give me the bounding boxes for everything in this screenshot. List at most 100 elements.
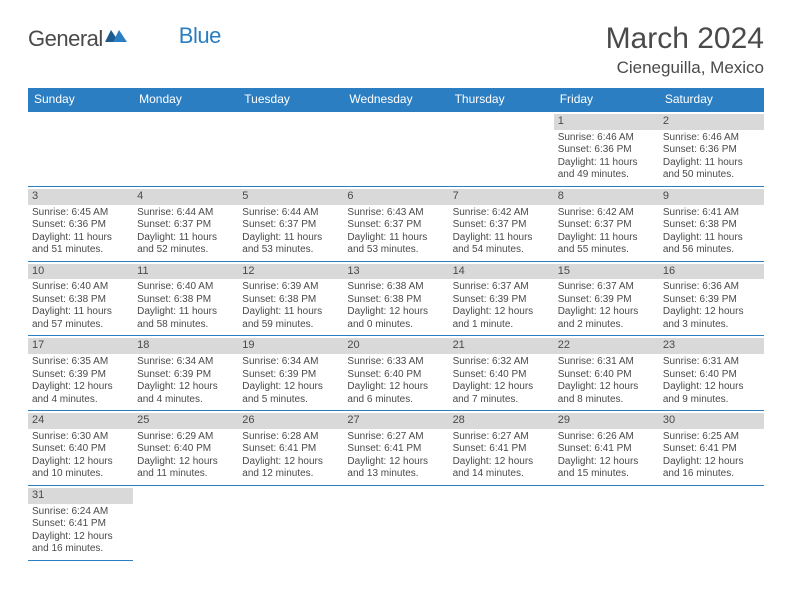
- calendar-cell: 24Sunrise: 6:30 AMSunset: 6:40 PMDayligh…: [28, 411, 133, 486]
- day-content: Sunrise: 6:32 AMSunset: 6:40 PMDaylight:…: [453, 356, 550, 406]
- daylight-text: Daylight: 12 hours and 6 minutes.: [347, 381, 444, 406]
- daylight-text: Daylight: 11 hours and 52 minutes.: [137, 232, 234, 257]
- calendar-cell: 21 Sunrise: 6:32 AMSunset: 6:40 PMDayligh…: [449, 336, 554, 411]
- logo-text-general: General: [28, 26, 103, 52]
- calendar-cell: [449, 485, 554, 560]
- sunrise-text: Sunrise: 6:45 AM: [32, 207, 129, 220]
- sunrise-text: Sunrise: 6:27 AM: [347, 431, 444, 444]
- weekday-header: Tuesday: [238, 88, 343, 111]
- daylight-text: Daylight: 12 hours and 16 minutes.: [32, 531, 129, 556]
- flag-icon: [105, 28, 131, 51]
- sunset-text: Sunset: 6:38 PM: [663, 219, 760, 232]
- sunset-text: Sunset: 6:41 PM: [453, 443, 550, 456]
- sunset-text: Sunset: 6:38 PM: [347, 294, 444, 307]
- sunset-text: Sunset: 6:37 PM: [558, 219, 655, 232]
- day-content: Sunrise: 6:46 AMSunset: 6:36 PMDaylight:…: [663, 132, 760, 182]
- calendar-row: 24Sunrise: 6:30 AMSunset: 6:40 PMDayligh…: [28, 411, 764, 486]
- calendar-cell: 18 Sunrise: 6:34 AMSunset: 6:39 PMDayligh…: [133, 336, 238, 411]
- sunset-text: Sunset: 6:41 PM: [242, 443, 339, 456]
- page-title: March 2024: [606, 22, 764, 56]
- day-content: Sunrise: 6:41 AMSunset: 6:38 PMDaylight:…: [663, 207, 760, 257]
- daylight-text: Daylight: 12 hours and 8 minutes.: [558, 381, 655, 406]
- day-number: 18: [133, 338, 238, 354]
- weekday-header: Saturday: [659, 88, 764, 111]
- day-number: 14: [449, 264, 554, 280]
- logo-text-blue: Blue: [179, 23, 221, 49]
- day-content: Sunrise: 6:34 AMSunset: 6:39 PMDaylight:…: [137, 356, 234, 406]
- sunset-text: Sunset: 6:39 PM: [453, 294, 550, 307]
- daylight-text: Daylight: 11 hours and 50 minutes.: [663, 157, 760, 182]
- daylight-text: Daylight: 11 hours and 54 minutes.: [453, 232, 550, 257]
- sunset-text: Sunset: 6:41 PM: [347, 443, 444, 456]
- day-content: Sunrise: 6:39 AMSunset: 6:38 PMDaylight:…: [242, 281, 339, 331]
- day-content: Sunrise: 6:31 AMSunset: 6:40 PMDaylight:…: [663, 356, 760, 406]
- day-number: 11: [133, 264, 238, 280]
- calendar-cell: 23 Sunrise: 6:31 AMSunset: 6:40 PMDayligh…: [659, 336, 764, 411]
- calendar-cell: [554, 485, 659, 560]
- day-content: Sunrise: 6:42 AMSunset: 6:37 PMDaylight:…: [453, 207, 550, 257]
- day-content: Sunrise: 6:27 AMSunset: 6:41 PMDaylight:…: [453, 431, 550, 481]
- sunrise-text: Sunrise: 6:44 AM: [137, 207, 234, 220]
- day-number: 23: [659, 338, 764, 354]
- calendar-cell: 25 Sunrise: 6:29 AMSunset: 6:40 PMDayligh…: [133, 411, 238, 486]
- day-content: Sunrise: 6:34 AMSunset: 6:39 PMDaylight:…: [242, 356, 339, 406]
- daylight-text: Daylight: 12 hours and 16 minutes.: [663, 456, 760, 481]
- day-number: 21: [449, 338, 554, 354]
- sunset-text: Sunset: 6:36 PM: [558, 144, 655, 157]
- day-content: Sunrise: 6:46 AMSunset: 6:36 PMDaylight:…: [558, 132, 655, 182]
- daylight-text: Daylight: 12 hours and 4 minutes.: [137, 381, 234, 406]
- calendar-cell: 7 Sunrise: 6:42 AMSunset: 6:37 PMDaylight…: [449, 186, 554, 261]
- calendar-row: 3Sunrise: 6:45 AMSunset: 6:36 PMDaylight…: [28, 186, 764, 261]
- day-number: 3: [28, 189, 133, 205]
- day-content: Sunrise: 6:35 AMSunset: 6:39 PMDaylight:…: [32, 356, 129, 406]
- sunset-text: Sunset: 6:39 PM: [663, 294, 760, 307]
- sunrise-text: Sunrise: 6:42 AM: [453, 207, 550, 220]
- daylight-text: Daylight: 12 hours and 12 minutes.: [242, 456, 339, 481]
- calendar-cell: [238, 111, 343, 186]
- day-content: Sunrise: 6:27 AMSunset: 6:41 PMDaylight:…: [347, 431, 444, 481]
- day-content: Sunrise: 6:29 AMSunset: 6:40 PMDaylight:…: [137, 431, 234, 481]
- sunset-text: Sunset: 6:38 PM: [242, 294, 339, 307]
- day-number: 6: [343, 189, 448, 205]
- day-number: 2: [659, 114, 764, 130]
- daylight-text: Daylight: 11 hours and 58 minutes.: [137, 306, 234, 331]
- day-number: 9: [659, 189, 764, 205]
- sunrise-text: Sunrise: 6:44 AM: [242, 207, 339, 220]
- sunrise-text: Sunrise: 6:37 AM: [558, 281, 655, 294]
- calendar-cell: 6Sunrise: 6:43 AMSunset: 6:37 PMDaylight…: [343, 186, 448, 261]
- day-content: Sunrise: 6:31 AMSunset: 6:40 PMDaylight:…: [558, 356, 655, 406]
- day-content: Sunrise: 6:38 AMSunset: 6:38 PMDaylight:…: [347, 281, 444, 331]
- daylight-text: Daylight: 12 hours and 13 minutes.: [347, 456, 444, 481]
- day-content: Sunrise: 6:26 AMSunset: 6:41 PMDaylight:…: [558, 431, 655, 481]
- day-content: Sunrise: 6:30 AMSunset: 6:40 PMDaylight:…: [32, 431, 129, 481]
- logo: General Blue: [28, 22, 221, 52]
- sunrise-text: Sunrise: 6:37 AM: [453, 281, 550, 294]
- calendar-cell: 2 Sunrise: 6:46 AMSunset: 6:36 PMDaylight…: [659, 111, 764, 186]
- calendar-cell: 8Sunrise: 6:42 AMSunset: 6:37 PMDaylight…: [554, 186, 659, 261]
- day-number: 7: [449, 189, 554, 205]
- day-number: 13: [343, 264, 448, 280]
- sunrise-text: Sunrise: 6:46 AM: [558, 132, 655, 145]
- day-number: 28: [449, 413, 554, 429]
- calendar-cell: 3Sunrise: 6:45 AMSunset: 6:36 PMDaylight…: [28, 186, 133, 261]
- day-number: 8: [554, 189, 659, 205]
- sunrise-text: Sunrise: 6:38 AM: [347, 281, 444, 294]
- calendar-table: Sunday Monday Tuesday Wednesday Thursday…: [28, 88, 764, 561]
- calendar-cell: [133, 111, 238, 186]
- calendar-cell: 22Sunrise: 6:31 AMSunset: 6:40 PMDayligh…: [554, 336, 659, 411]
- day-number: 25: [133, 413, 238, 429]
- calendar-row: 17Sunrise: 6:35 AMSunset: 6:39 PMDayligh…: [28, 336, 764, 411]
- sunrise-text: Sunrise: 6:26 AM: [558, 431, 655, 444]
- weekday-header: Monday: [133, 88, 238, 111]
- calendar-cell: 31Sunrise: 6:24 AMSunset: 6:41 PMDayligh…: [28, 485, 133, 560]
- sunset-text: Sunset: 6:37 PM: [347, 219, 444, 232]
- day-content: Sunrise: 6:24 AMSunset: 6:41 PMDaylight:…: [32, 506, 129, 556]
- calendar-cell: [28, 111, 133, 186]
- daylight-text: Daylight: 12 hours and 0 minutes.: [347, 306, 444, 331]
- sunrise-text: Sunrise: 6:30 AM: [32, 431, 129, 444]
- calendar-cell: [238, 485, 343, 560]
- sunset-text: Sunset: 6:39 PM: [558, 294, 655, 307]
- location-label: Cieneguilla, Mexico: [606, 58, 764, 78]
- day-content: Sunrise: 6:37 AMSunset: 6:39 PMDaylight:…: [558, 281, 655, 331]
- daylight-text: Daylight: 12 hours and 2 minutes.: [558, 306, 655, 331]
